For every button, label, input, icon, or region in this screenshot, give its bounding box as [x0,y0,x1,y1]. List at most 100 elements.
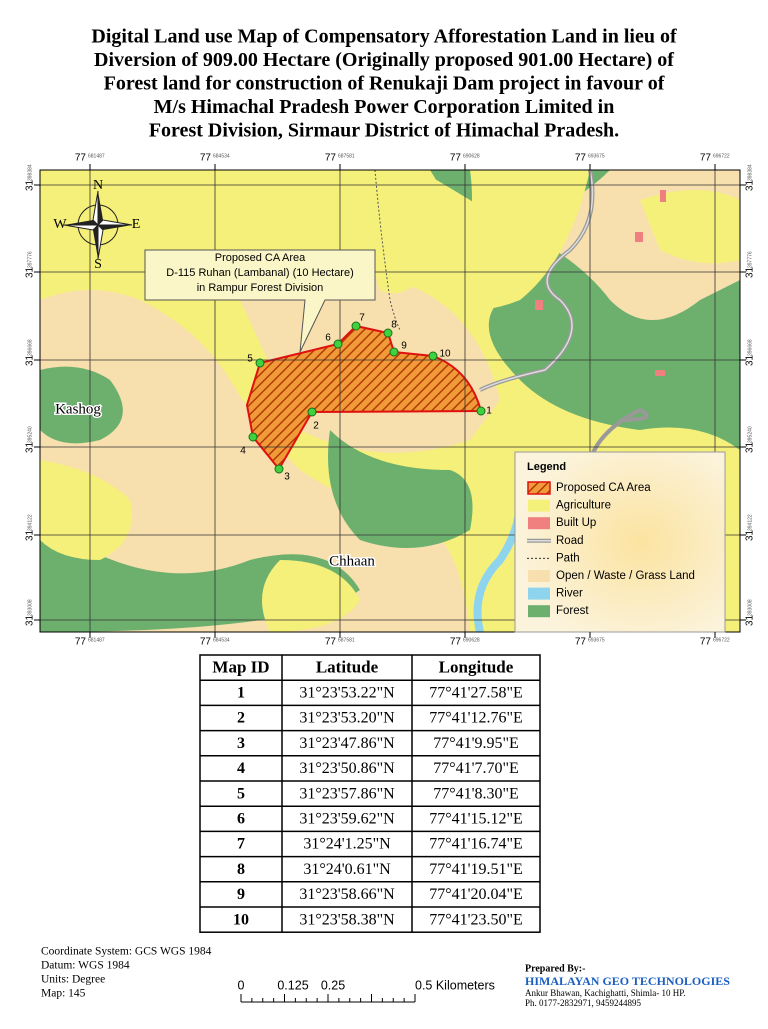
table-cell: 2 [237,710,245,727]
point-label: 1 [486,406,492,417]
lat-degree: 31 [745,354,756,366]
lon-degree: 77 [700,637,712,648]
table-cell: 5 [237,785,245,802]
lon-minutes: 687581 [338,637,355,643]
lat-degree: 31 [745,441,756,453]
legend-swatch [528,517,550,530]
lat-degree: 31 [25,529,36,541]
table-cell: 77°41'16.74"E [429,836,523,853]
legend-swatch [527,481,551,495]
scale-label: 0.125 [277,978,308,992]
place-name: Kashog [55,401,101,417]
callout-text: in Rampur Forest Division [197,282,324,294]
survey-point [476,406,486,416]
lat-degree: 31 [745,266,756,278]
lat-minutes: 395240 [27,426,33,443]
table-cell: 1 [237,684,245,701]
lon-minutes: 696722 [713,153,730,159]
table-header: Latitude [316,658,379,677]
legend-label: Built Up [556,517,596,529]
lon-degree: 77 [75,153,87,164]
table-cell: 6 [237,810,245,827]
table-cell: 31°23'50.86"N [299,760,395,777]
map-info: Coordinate System: GCS WGS 1984 [41,946,212,958]
lon-degree: 77 [700,153,712,164]
table-cell: 31°24'0.61"N [303,861,391,878]
point-label: 4 [240,446,246,457]
scale-label: 0.5 Kilometers [415,978,495,992]
lon-minutes: 681487 [88,153,105,159]
legend-label: Path [556,552,580,564]
lon-minutes: 696722 [713,637,730,643]
legend-label: Open / Waste / Grass Land [556,570,695,582]
lat-minutes: 396668 [27,339,33,356]
map-info: Datum: WGS 1984 [41,960,130,972]
table-cell: 77°41'23.50"E [429,911,523,928]
survey-point [428,351,438,361]
lon-degree: 77 [575,153,587,164]
point-label: 7 [359,313,365,324]
lat-degree: 31 [745,529,756,541]
lon-degree: 77 [325,637,337,648]
lon-minutes: 690628 [463,637,480,643]
lat-minutes: 398384 [27,164,33,181]
table-cell: 77°41'7.70"E [433,760,519,777]
table-cell: 77°41'12.76"E [429,710,523,727]
lat-degree: 31 [25,441,36,453]
table-cell: 31°23'59.62"N [299,810,395,827]
point-label: 9 [401,341,407,352]
table-header: Longitude [439,658,514,677]
map-info: Map: 145 [41,988,86,1000]
lon-minutes: 693675 [588,153,605,159]
survey-point [351,321,361,331]
point-label: 6 [325,333,331,344]
lon-degree: 77 [75,637,87,648]
survey-point [389,347,399,357]
table-cell: 3 [237,735,245,752]
lon-minutes: 681487 [88,637,105,643]
lon-degree: 77 [450,637,462,648]
table-cell: 31°23'53.22"N [299,684,395,701]
map-info: Units: Degree [41,974,105,986]
lat-minutes: 394122 [747,514,753,531]
legend-swatch [528,499,550,512]
lon-degree: 77 [575,637,587,648]
callout-text: D-115 Ruhan (Lambanal) (10 Hectare) [166,267,354,279]
north-arrow: N S W E [53,178,140,272]
legend-label: Road [556,535,584,547]
lat-degree: 31 [745,179,756,191]
table-cell: 77°41'9.95"E [433,735,519,752]
lat-minutes: 393008 [27,599,33,616]
lon-minutes: 690628 [463,153,480,159]
lat-degree: 31 [25,179,36,191]
lat-minutes: 397776 [747,251,753,268]
legend-label: River [556,588,583,600]
credit-phone: Ph. 0177-2832971, 9459244895 [525,998,642,1008]
survey-point [248,432,258,442]
lat-degree: 31 [25,266,36,278]
point-label: 5 [247,354,253,365]
lat-minutes: 396668 [747,339,753,356]
legend-label: Proposed CA Area [556,482,651,494]
lat-degree: 31 [25,614,36,626]
lon-minutes: 687581 [338,153,355,159]
table-cell: 8 [237,861,245,878]
table-cell: 77°41'8.30"E [433,785,519,802]
table-cell: 77°41'20.04"E [429,886,523,903]
lon-degree: 77 [325,153,337,164]
lon-minutes: 684534 [213,637,230,643]
lat-degree: 31 [25,354,36,366]
table-cell: 9 [237,886,245,903]
table-cell: 31°23'53.20"N [299,710,395,727]
map-body [40,170,740,632]
table-border [199,654,541,933]
svg-text:N: N [93,178,103,193]
lat-minutes: 393008 [747,599,753,616]
lon-minutes: 693675 [588,637,605,643]
table-cell: 31°23'57.86"N [299,785,395,802]
lon-degree: 77 [200,637,212,648]
table-cell: 4 [237,760,245,777]
title-line: M/s Himachal Pradesh Power Corporation L… [154,96,615,118]
legend-label: Forest [556,605,589,617]
